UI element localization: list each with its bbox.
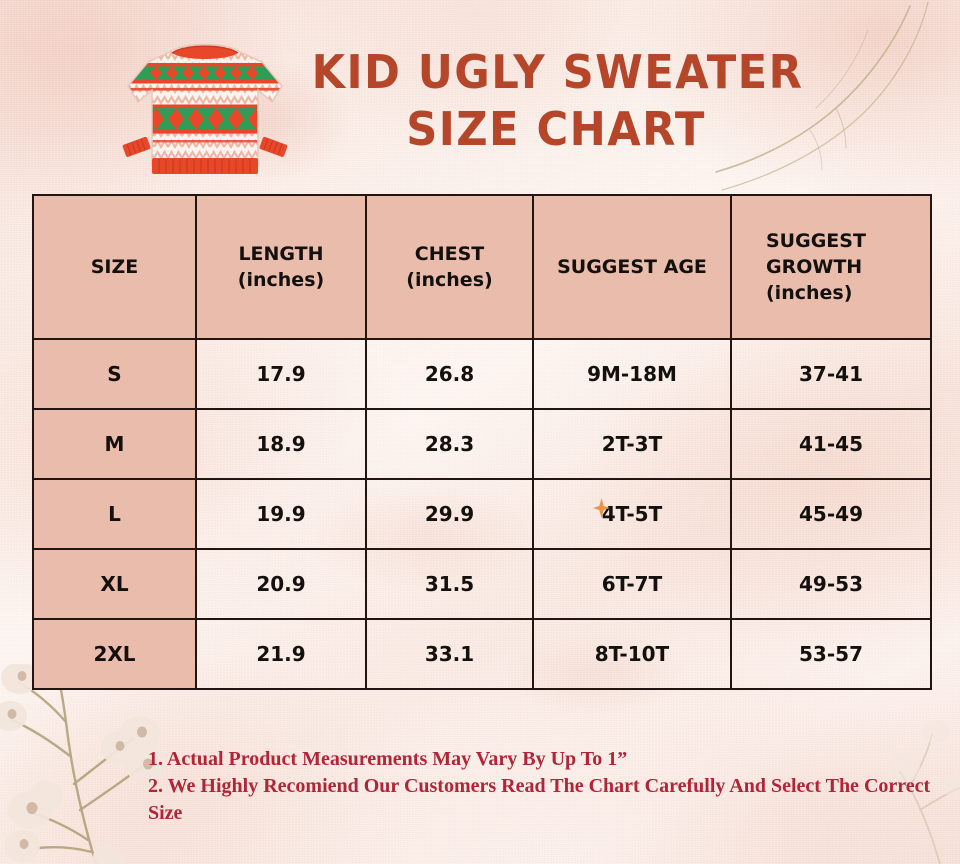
cell-size: L	[32, 478, 197, 550]
cell-size: M	[32, 408, 197, 480]
sparkle-icon	[593, 498, 610, 518]
column-header-chest-unit: (inches)	[406, 269, 493, 291]
cell-size: S	[32, 338, 197, 410]
cell-suggest-growth: 45-49	[730, 478, 932, 550]
cell-chest: 29.9	[365, 478, 534, 550]
cell-suggest-growth: 41-45	[730, 408, 932, 480]
cell-suggest-growth: 37-41	[730, 338, 932, 410]
column-header-size-label: SIZE	[90, 256, 139, 278]
cell-chest: 31.5	[365, 548, 534, 620]
column-header-suggest-age-label: SUGGEST AGE	[557, 256, 707, 278]
table-row: S 17.9 26.8 9M-18M 37-41	[32, 338, 932, 410]
cell-length: 17.9	[195, 338, 367, 410]
cell-suggest-age: 9M-18M	[532, 338, 732, 410]
column-header-suggest-age: SUGGEST AGE	[532, 194, 732, 340]
cell-suggest-age: 2T-3T	[532, 408, 732, 480]
cell-chest: 28.3	[365, 408, 534, 480]
title-line-1: KID UGLY SWEATER	[311, 45, 804, 99]
column-header-suggest-growth-label: SUGGEST GROWTH	[766, 230, 866, 278]
cell-chest: 26.8	[365, 338, 534, 410]
column-header-length: LENGTH (inches)	[195, 194, 367, 340]
table-body: S 17.9 26.8 9M-18M 37-41 M 18.9 28.3 2T-…	[32, 338, 932, 690]
column-header-length-unit: (inches)	[237, 269, 325, 291]
column-header-length-label: LENGTH	[238, 243, 324, 265]
column-header-chest-label: CHEST	[414, 243, 485, 265]
footer-notes: 1. Actual Product Measurements May Vary …	[148, 746, 948, 827]
footer-note-2: 2. We Highly Recomiend Our Customers Rea…	[148, 775, 931, 824]
column-header-size: SIZE	[32, 194, 197, 340]
cell-length: 20.9	[195, 548, 367, 620]
table-header: SIZE LENGTH (inches) CHEST (inches)	[32, 194, 932, 340]
size-chart-table: SIZE LENGTH (inches) CHEST (inches)	[32, 194, 932, 690]
cell-suggest-age: 6T-7T	[532, 548, 732, 620]
cell-size: XL	[32, 548, 197, 620]
cell-length: 19.9	[195, 478, 367, 550]
page-title: KID UGLY SWEATER SIZE CHART	[296, 44, 816, 158]
table-row: XL 20.9 31.5 6T-7T 49-53	[32, 548, 932, 620]
cell-suggest-age: 8T-10T	[532, 618, 732, 690]
footer-note-1: 1. Actual Product Measurements May Vary …	[148, 748, 628, 770]
title-line-2: SIZE CHART	[406, 102, 706, 156]
cell-chest: 33.1	[365, 618, 534, 690]
cell-suggest-growth: 49-53	[730, 548, 932, 620]
cell-suggest-age-label: 4T-5T	[601, 502, 663, 526]
column-header-chest: CHEST (inches)	[365, 194, 534, 340]
cell-length: 18.9	[195, 408, 367, 480]
ugly-sweater-illustration-icon	[122, 43, 288, 174]
cell-size: 2XL	[32, 618, 197, 690]
column-header-suggest-growth-unit: (inches)	[766, 282, 853, 304]
table-header-row: SIZE LENGTH (inches) CHEST (inches)	[32, 194, 932, 340]
cell-length: 21.9	[195, 618, 367, 690]
cell-suggest-growth: 53-57	[730, 618, 932, 690]
table-row: 2XL 21.9 33.1 8T-10T 53-57	[32, 618, 932, 690]
table-row: L 19.9 29.9 4T-5T 45-49	[32, 478, 932, 550]
table-row: M 18.9 28.3 2T-3T 41-45	[32, 408, 932, 480]
cell-suggest-age: 4T-5T	[532, 478, 732, 550]
column-header-suggest-growth: SUGGEST GROWTH (inches)	[730, 194, 932, 340]
